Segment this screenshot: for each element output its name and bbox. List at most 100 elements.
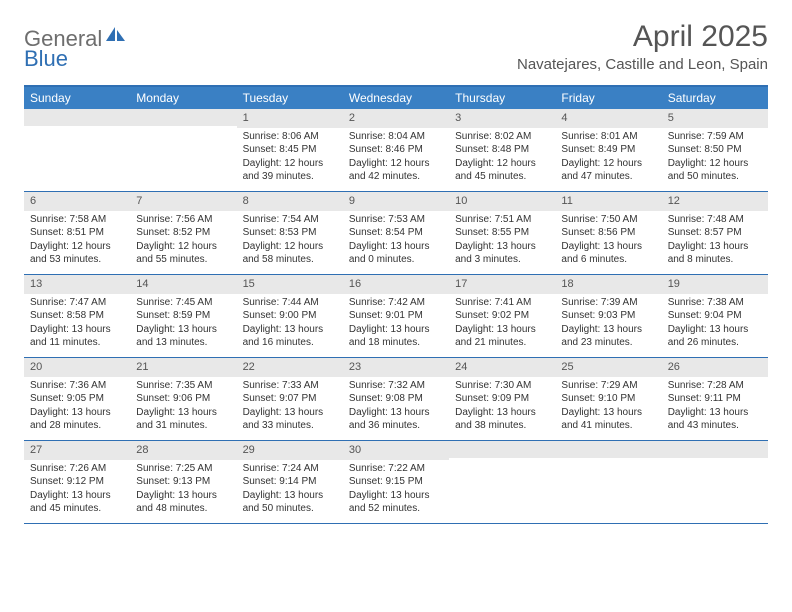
day-number: 29: [237, 441, 343, 460]
daylight-text: Daylight: 13 hours and 50 minutes.: [243, 489, 337, 516]
sunrise-text: Sunrise: 7:39 AM: [561, 296, 655, 310]
day-cell: 12Sunrise: 7:48 AMSunset: 8:57 PMDayligh…: [662, 192, 768, 274]
daylight-text: Daylight: 13 hours and 52 minutes.: [349, 489, 443, 516]
sunset-text: Sunset: 9:09 PM: [455, 392, 549, 406]
sunrise-text: Sunrise: 7:24 AM: [243, 462, 337, 476]
weekday-header: Sunday: [24, 87, 130, 109]
day-cell: 1Sunrise: 8:06 AMSunset: 8:45 PMDaylight…: [237, 109, 343, 191]
sunset-text: Sunset: 9:01 PM: [349, 309, 443, 323]
sunrise-text: Sunrise: 7:45 AM: [136, 296, 230, 310]
day-cell: [449, 441, 555, 523]
sunrise-text: Sunrise: 8:02 AM: [455, 130, 549, 144]
daylight-text: Daylight: 13 hours and 21 minutes.: [455, 323, 549, 350]
daylight-text: Daylight: 13 hours and 41 minutes.: [561, 406, 655, 433]
sunrise-text: Sunrise: 7:44 AM: [243, 296, 337, 310]
sunset-text: Sunset: 8:55 PM: [455, 226, 549, 240]
day-content: Sunrise: 7:51 AMSunset: 8:55 PMDaylight:…: [449, 211, 555, 271]
sunset-text: Sunset: 8:53 PM: [243, 226, 337, 240]
sunset-text: Sunset: 8:58 PM: [30, 309, 124, 323]
day-cell: 14Sunrise: 7:45 AMSunset: 8:59 PMDayligh…: [130, 275, 236, 357]
sunset-text: Sunset: 9:03 PM: [561, 309, 655, 323]
sunrise-text: Sunrise: 7:28 AM: [668, 379, 762, 393]
day-cell: 15Sunrise: 7:44 AMSunset: 9:00 PMDayligh…: [237, 275, 343, 357]
daylight-text: Daylight: 12 hours and 47 minutes.: [561, 157, 655, 184]
day-cell: 27Sunrise: 7:26 AMSunset: 9:12 PMDayligh…: [24, 441, 130, 523]
daylight-text: Daylight: 13 hours and 23 minutes.: [561, 323, 655, 350]
day-number: 28: [130, 441, 236, 460]
daylight-text: Daylight: 13 hours and 3 minutes.: [455, 240, 549, 267]
sunrise-text: Sunrise: 7:59 AM: [668, 130, 762, 144]
sunrise-text: Sunrise: 7:50 AM: [561, 213, 655, 227]
sunset-text: Sunset: 9:04 PM: [668, 309, 762, 323]
sunrise-text: Sunrise: 7:22 AM: [349, 462, 443, 476]
day-number: 23: [343, 358, 449, 377]
daylight-text: Daylight: 13 hours and 33 minutes.: [243, 406, 337, 433]
sunrise-text: Sunrise: 7:48 AM: [668, 213, 762, 227]
daylight-text: Daylight: 12 hours and 45 minutes.: [455, 157, 549, 184]
weekday-header: Thursday: [449, 87, 555, 109]
day-content: Sunrise: 8:06 AMSunset: 8:45 PMDaylight:…: [237, 128, 343, 188]
sunrise-text: Sunrise: 7:42 AM: [349, 296, 443, 310]
sunrise-text: Sunrise: 7:32 AM: [349, 379, 443, 393]
day-cell: 13Sunrise: 7:47 AMSunset: 8:58 PMDayligh…: [24, 275, 130, 357]
day-number: 20: [24, 358, 130, 377]
weekday-header: Saturday: [662, 87, 768, 109]
sunset-text: Sunset: 9:05 PM: [30, 392, 124, 406]
day-number: 25: [555, 358, 661, 377]
daylight-text: Daylight: 12 hours and 39 minutes.: [243, 157, 337, 184]
day-number: 13: [24, 275, 130, 294]
sunrise-text: Sunrise: 7:33 AM: [243, 379, 337, 393]
day-number: 19: [662, 275, 768, 294]
day-content: Sunrise: 7:33 AMSunset: 9:07 PMDaylight:…: [237, 377, 343, 437]
month-title: April 2025: [517, 20, 768, 54]
day-number-empty: [662, 441, 768, 458]
day-number: 11: [555, 192, 661, 211]
sunset-text: Sunset: 9:00 PM: [243, 309, 337, 323]
day-number: 5: [662, 109, 768, 128]
sunset-text: Sunset: 8:59 PM: [136, 309, 230, 323]
daylight-text: Daylight: 12 hours and 58 minutes.: [243, 240, 337, 267]
daylight-text: Daylight: 13 hours and 16 minutes.: [243, 323, 337, 350]
day-number: 18: [555, 275, 661, 294]
day-cell: 30Sunrise: 7:22 AMSunset: 9:15 PMDayligh…: [343, 441, 449, 523]
day-cell: 24Sunrise: 7:30 AMSunset: 9:09 PMDayligh…: [449, 358, 555, 440]
day-content: Sunrise: 7:56 AMSunset: 8:52 PMDaylight:…: [130, 211, 236, 271]
day-content: Sunrise: 7:29 AMSunset: 9:10 PMDaylight:…: [555, 377, 661, 437]
location-text: Navatejares, Castille and Leon, Spain: [517, 56, 768, 73]
day-number: 21: [130, 358, 236, 377]
sunrise-text: Sunrise: 7:53 AM: [349, 213, 443, 227]
sunset-text: Sunset: 9:13 PM: [136, 475, 230, 489]
page: General April 2025 Navatejares, Castille…: [0, 0, 792, 544]
day-content: Sunrise: 7:28 AMSunset: 9:11 PMDaylight:…: [662, 377, 768, 437]
sunrise-text: Sunrise: 8:04 AM: [349, 130, 443, 144]
sunset-text: Sunset: 8:46 PM: [349, 143, 443, 157]
day-content: Sunrise: 7:44 AMSunset: 9:00 PMDaylight:…: [237, 294, 343, 354]
daylight-text: Daylight: 13 hours and 8 minutes.: [668, 240, 762, 267]
day-cell: 22Sunrise: 7:33 AMSunset: 9:07 PMDayligh…: [237, 358, 343, 440]
day-number: 22: [237, 358, 343, 377]
day-number: 17: [449, 275, 555, 294]
logo-sail-icon: [106, 27, 126, 48]
weeks-container: 1Sunrise: 8:06 AMSunset: 8:45 PMDaylight…: [24, 109, 768, 524]
day-cell: 5Sunrise: 7:59 AMSunset: 8:50 PMDaylight…: [662, 109, 768, 191]
sunrise-text: Sunrise: 7:25 AM: [136, 462, 230, 476]
day-number: 12: [662, 192, 768, 211]
week-row: 6Sunrise: 7:58 AMSunset: 8:51 PMDaylight…: [24, 192, 768, 275]
sunset-text: Sunset: 8:45 PM: [243, 143, 337, 157]
day-number: 1: [237, 109, 343, 128]
day-number: 30: [343, 441, 449, 460]
day-number: 27: [24, 441, 130, 460]
day-number: 7: [130, 192, 236, 211]
day-cell: 10Sunrise: 7:51 AMSunset: 8:55 PMDayligh…: [449, 192, 555, 274]
daylight-text: Daylight: 12 hours and 55 minutes.: [136, 240, 230, 267]
daylight-text: Daylight: 13 hours and 0 minutes.: [349, 240, 443, 267]
day-content: Sunrise: 7:38 AMSunset: 9:04 PMDaylight:…: [662, 294, 768, 354]
daylight-text: Daylight: 13 hours and 38 minutes.: [455, 406, 549, 433]
day-content: Sunrise: 7:59 AMSunset: 8:50 PMDaylight:…: [662, 128, 768, 188]
day-cell: 6Sunrise: 7:58 AMSunset: 8:51 PMDaylight…: [24, 192, 130, 274]
day-number: 16: [343, 275, 449, 294]
day-number: 4: [555, 109, 661, 128]
day-cell: [24, 109, 130, 191]
sunset-text: Sunset: 8:54 PM: [349, 226, 443, 240]
header: General April 2025 Navatejares, Castille…: [24, 20, 768, 73]
